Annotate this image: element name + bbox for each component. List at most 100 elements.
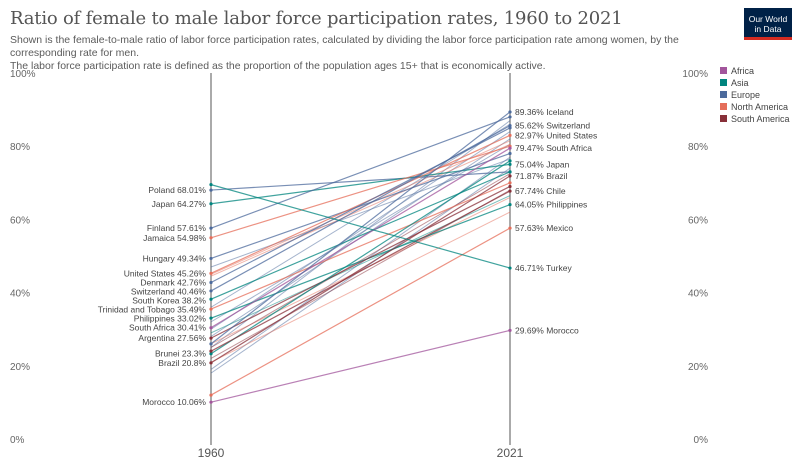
series-line — [210, 171, 511, 191]
end-value-label: 64.05% Philippines — [515, 200, 587, 210]
legend-label: Europe — [731, 90, 760, 100]
y-tick-label-right: 20% — [688, 362, 708, 373]
start-value-label: Japan 64.27% — [152, 199, 207, 209]
end-value-label: 82.97% United States — [515, 131, 597, 141]
series-point-start — [209, 393, 213, 397]
y-tick-label-left: 40% — [10, 289, 30, 300]
series-point-start — [209, 297, 213, 301]
start-value-label: Poland 68.01% — [148, 185, 206, 195]
end-value-label: 67.74% Chile — [515, 186, 566, 196]
start-value-label: Philippines 33.02% — [134, 313, 207, 323]
y-tick-label-left: 20% — [10, 362, 30, 373]
series-line — [210, 143, 511, 323]
series-line — [210, 204, 511, 319]
series-point-start — [209, 336, 213, 340]
series-point-end — [508, 226, 512, 230]
start-value-label: Finland 57.61% — [147, 223, 207, 233]
series-point-end — [508, 151, 512, 156]
end-value-label: 89.36% Iceland — [515, 107, 574, 117]
start-value-label: Jamaica 54.98% — [143, 233, 206, 243]
series-point-start — [209, 352, 213, 356]
series-point-end — [508, 184, 512, 189]
series-point-end — [508, 124, 512, 128]
series-point-start — [209, 326, 213, 330]
series-point-start — [209, 202, 213, 206]
series-point-start — [209, 280, 213, 285]
series-line — [210, 175, 511, 364]
series-point-start — [209, 400, 213, 404]
end-value-label: 75.04% Japan — [515, 159, 570, 169]
series-line — [210, 152, 511, 259]
series-line — [210, 156, 511, 370]
end-value-label: 85.62% Switzerland — [515, 121, 590, 131]
series-point-end — [508, 328, 512, 332]
series-point-start — [209, 271, 213, 275]
series-line — [210, 123, 511, 308]
series-line — [210, 160, 511, 355]
series-point-start — [209, 361, 213, 365]
y-tick-label-left: 60% — [10, 215, 30, 226]
start-value-label: Brunei 23.3% — [155, 349, 206, 359]
start-value-label: Morocco 10.06% — [142, 397, 206, 407]
x-tick-label-end: 2021 — [497, 446, 524, 460]
series-line — [210, 131, 511, 330]
series-point-start — [209, 188, 213, 192]
start-value-label: Brazil 20.8% — [158, 358, 206, 368]
end-value-label: 57.63% Mexico — [515, 223, 573, 233]
series-point-start — [209, 226, 213, 230]
y-tick-label-right: 0% — [694, 435, 709, 446]
series-line — [210, 185, 511, 339]
legend-label: Africa — [731, 66, 754, 76]
series-line — [210, 211, 511, 363]
series-line — [210, 147, 511, 329]
series-line — [210, 171, 511, 300]
series-point-end — [508, 202, 512, 207]
logo-line-1: Our World — [748, 14, 788, 24]
end-value-label: 29.69% Morocco — [515, 325, 579, 335]
series-line — [210, 182, 511, 310]
subtitle-line-2: The labor force participation rate is de… — [10, 60, 546, 72]
subtitle-line-1: Shown is the female-to-male ratio of lab… — [10, 34, 679, 59]
legend-swatch — [720, 91, 727, 98]
start-value-label: Denmark 42.76% — [140, 277, 206, 287]
series-group — [209, 110, 512, 404]
start-value-label: United States 45.26% — [124, 268, 207, 278]
series-point-start — [209, 307, 213, 311]
legend-swatch — [720, 67, 727, 74]
series-point-start — [209, 183, 213, 187]
end-value-label: 79.47% South Africa — [515, 143, 592, 153]
series-point-end — [508, 174, 512, 178]
series-point-start — [209, 349, 213, 353]
series-point-start — [209, 256, 213, 261]
series-line — [210, 190, 511, 352]
series-line — [210, 184, 511, 269]
series-point-end — [508, 133, 512, 137]
start-value-label: Trinidad and Tobago 35.49% — [98, 304, 207, 314]
series-line — [210, 140, 511, 275]
series-point-end — [508, 146, 512, 150]
y-tick-label-left: 100% — [10, 69, 36, 80]
series-point-end — [508, 181, 512, 185]
series-point-start — [209, 289, 213, 293]
series-point-end — [508, 159, 512, 163]
start-value-label: Switzerland 40.46% — [131, 286, 207, 296]
series-line — [210, 145, 511, 239]
start-value-label: South Korea 38.2% — [132, 295, 206, 305]
legend-label: Asia — [731, 78, 749, 88]
y-tick-label-right: 80% — [688, 142, 708, 153]
series-point-start — [209, 342, 213, 346]
logo-line-2: in Data — [754, 24, 782, 34]
series-line — [210, 116, 511, 229]
start-value-label: Argentina 27.56% — [138, 333, 206, 343]
series-line — [210, 143, 511, 277]
series-line — [210, 195, 511, 334]
series-point-end — [508, 170, 512, 174]
series-point-start — [209, 316, 213, 320]
series-line — [210, 134, 511, 274]
owid-logo[interactable]: Our World in Data — [744, 8, 792, 40]
series-line — [210, 158, 511, 268]
series-line — [210, 173, 511, 348]
series-point-end — [508, 126, 512, 130]
legend-swatch — [720, 79, 727, 86]
legend-swatch — [720, 103, 727, 110]
